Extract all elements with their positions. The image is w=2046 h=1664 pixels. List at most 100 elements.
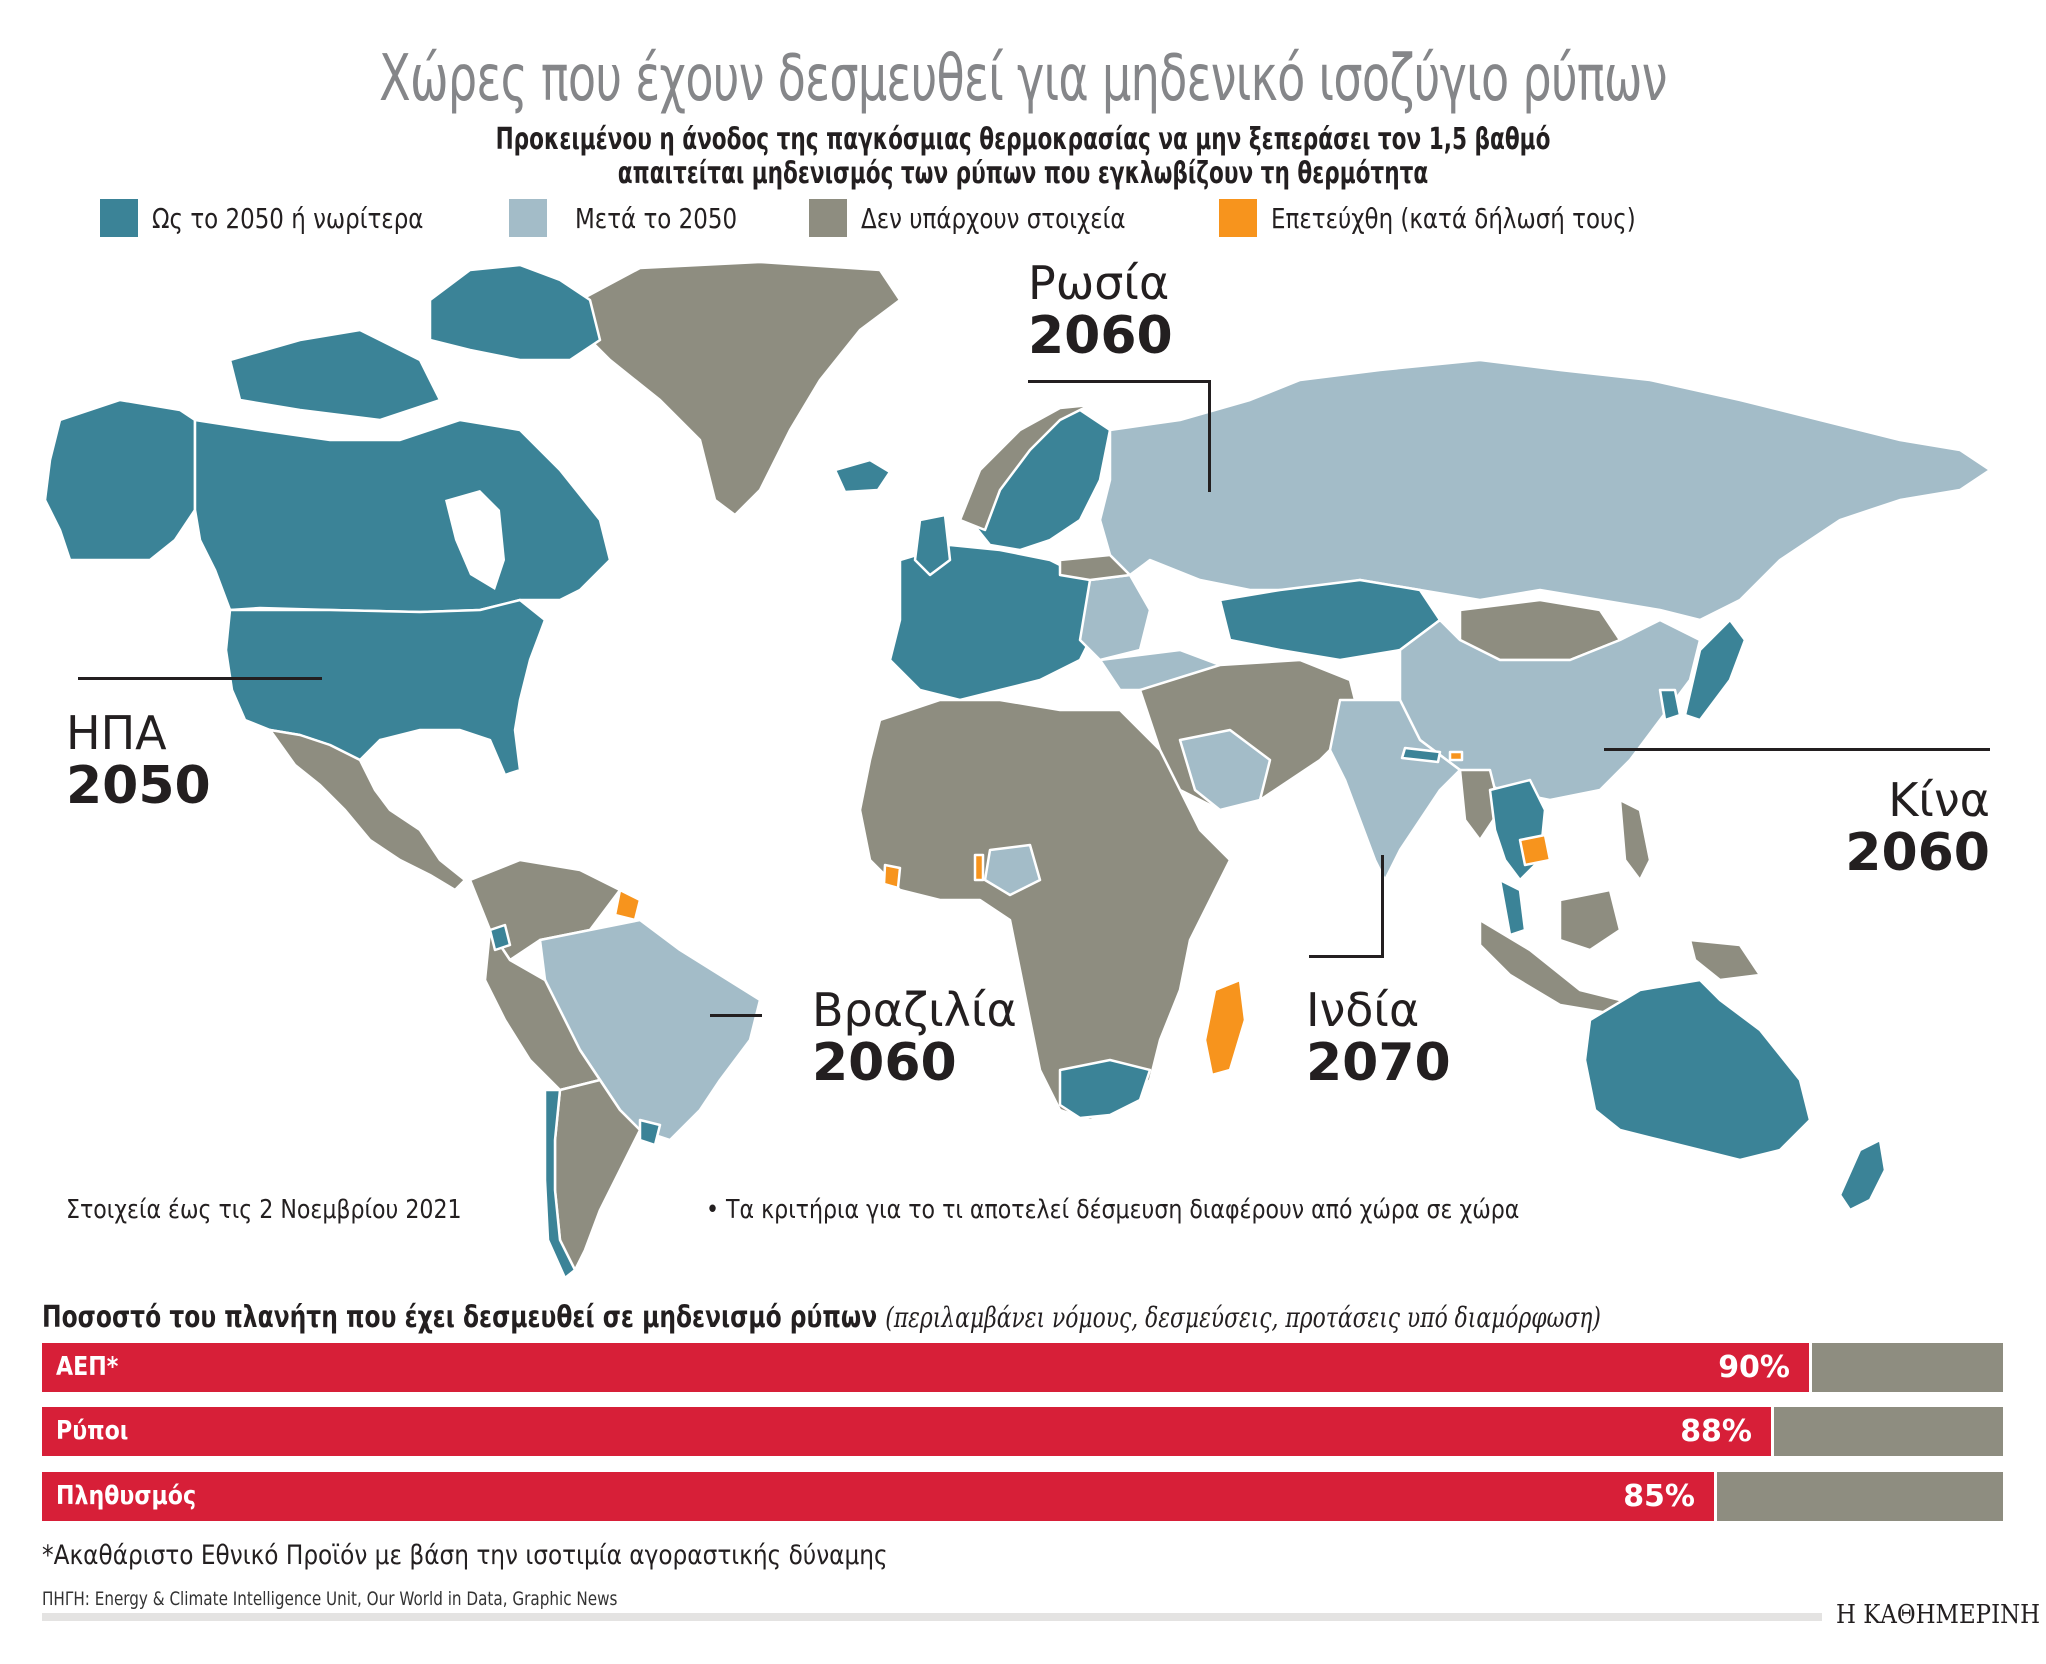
data-date-note: Στοιχεία έως τις 2 Νοεμβρίου 2021 — [66, 1195, 462, 1225]
russia — [1098, 358, 1992, 622]
india-leader-line-v — [1381, 855, 1384, 957]
malaysia — [1498, 878, 1527, 937]
mexico — [268, 728, 467, 892]
source: ΠΗΓΗ: Energy & Climate Intelligence Unit… — [42, 1588, 618, 1610]
bar-value: 85% — [1623, 1479, 1695, 1514]
legend-label: Δεν υπάρχουν στοιχεία — [860, 201, 1126, 235]
usa-leader-line — [78, 677, 322, 680]
subtitle-line-1: Προκειμένου η άνοδος της παγκόσμιας θερμ… — [495, 122, 1551, 157]
legend-swatch-gray — [808, 199, 847, 237]
label-russia-name: Ρωσία — [1028, 256, 1170, 310]
label-usa-name: ΗΠΑ — [66, 706, 167, 760]
label-india: Ινδία 2070 — [1306, 985, 1451, 1091]
belarus-ukraine — [1058, 553, 1132, 582]
bar-fill — [42, 1407, 1771, 1456]
brazil-leader-line — [710, 1014, 762, 1017]
bar-fill — [42, 1343, 1809, 1392]
myanmar — [1458, 768, 1502, 842]
png — [1688, 938, 1762, 982]
canada-arctic — [428, 263, 602, 362]
saudi-arabia — [1178, 728, 1272, 812]
liberia — [882, 863, 902, 890]
ecuador — [488, 923, 512, 952]
footer-rule — [42, 1613, 1822, 1621]
eastern-europe — [1078, 573, 1152, 662]
bar-row-gdp: ΑΕΠ* 90% — [42, 1343, 2003, 1392]
page-title: Χώρες που έχουν δεσμευθεί για μηδενικό ι… — [379, 42, 1667, 116]
borneo — [1558, 888, 1622, 952]
label-china-name: Κίνα — [1888, 773, 1990, 827]
japan — [1683, 618, 1747, 722]
benin — [973, 853, 985, 882]
bar-label: ΑΕΠ* — [56, 1352, 119, 1382]
chile — [543, 1088, 577, 1280]
label-usa-year: 2050 — [66, 756, 211, 816]
bar-rest — [1717, 1472, 2003, 1521]
canada — [193, 418, 612, 614]
guyana — [613, 888, 642, 922]
bar-row-emissions: Ρύποι 88% — [42, 1407, 2003, 1456]
label-russia: Ρωσία 2060 — [1028, 258, 1173, 364]
legend-item-by-2050: Ως το 2050 ή νωρίτερα — [100, 199, 483, 237]
india — [1328, 698, 1462, 882]
russia-leader-line-h — [1028, 380, 1210, 383]
india-leader-line-h — [1309, 955, 1384, 958]
legend-label: Ως το 2050 ή νωρίτερα — [152, 201, 424, 235]
western-europe — [888, 543, 1102, 702]
bar-rest — [1774, 1407, 2003, 1456]
label-russia-year: 2060 — [1028, 306, 1173, 366]
brand-logo: Η ΚΑΘΗΜΕΡΙΝΗ — [1836, 1600, 2041, 1630]
south-africa — [1058, 1058, 1152, 1120]
legend-swatch-orange — [1219, 199, 1258, 237]
legend: Ως το 2050 ή νωρίτερα Μετά το 2050 Δεν υ… — [100, 198, 1752, 238]
label-china: Κίνα 2060 — [1780, 775, 1990, 881]
criteria-note: • Τα κριτήρια για το τι αποτελεί δέσμευσ… — [706, 1195, 1520, 1225]
bar-rest — [1812, 1343, 2003, 1392]
nepal — [1400, 746, 1442, 764]
label-usa: ΗΠΑ 2050 — [66, 708, 211, 814]
new-zealand — [1838, 1138, 1887, 1212]
russia-leader-line-v — [1208, 380, 1211, 492]
legend-item-after-2050: Μετά το 2050 — [508, 199, 773, 237]
legend-item-achieved: Επετεύχθη (κατά δήλωσή τους) — [1219, 199, 1716, 237]
australia — [1583, 978, 1812, 1162]
label-brazil-year: 2060 — [812, 1033, 957, 1093]
uruguay — [638, 1118, 662, 1147]
bars-title-main: Ποσοστό του πλανήτη που έχει δεσμευθεί σ… — [42, 1300, 878, 1335]
label-india-year: 2070 — [1306, 1033, 1451, 1093]
philippines — [1618, 798, 1652, 882]
subtitle-line-2: απαιτείται μηδενισμός των ρύπων που εγκλ… — [617, 156, 1429, 191]
alaska — [43, 398, 197, 562]
label-brazil: Βραζιλία 2060 — [812, 985, 1017, 1091]
label-china-year: 2060 — [1845, 823, 1990, 883]
nigeria — [983, 843, 1042, 897]
legend-label: Μετά το 2050 — [574, 201, 738, 235]
bar-value: 90% — [1718, 1350, 1790, 1385]
bar-fill — [42, 1472, 1714, 1521]
bar-value: 88% — [1680, 1414, 1752, 1449]
uk — [913, 513, 952, 577]
china-leader-line — [1604, 748, 1990, 751]
bar-row-population: Πληθυσμός 85% — [42, 1472, 2003, 1521]
label-india-name: Ινδία — [1306, 983, 1420, 1037]
greenland — [578, 260, 902, 517]
iceland — [833, 458, 892, 494]
bhutan — [1448, 750, 1464, 762]
label-brazil-name: Βραζιλία — [812, 983, 1017, 1037]
footnote: *Ακαθάριστο Εθνικό Προϊόν με βάση την ισ… — [42, 1540, 888, 1571]
bar-label: Ρύποι — [56, 1416, 129, 1446]
korea — [1658, 688, 1682, 722]
legend-item-no-data: Δεν υπάρχουν στοιχεία — [808, 199, 1184, 237]
usa — [224, 598, 547, 777]
bars-title-note: (περιλαμβάνει νόμους, δεσμεύσεις, προτάσ… — [885, 1301, 1601, 1334]
legend-swatch-teal — [100, 199, 138, 237]
cambodia — [1518, 833, 1552, 867]
bar-label: Πληθυσμός — [56, 1481, 197, 1511]
madagascar — [1203, 978, 1247, 1077]
world-map — [43, 260, 1992, 1280]
legend-swatch-light-blue — [508, 199, 547, 237]
thailand-vietnam — [1488, 778, 1547, 882]
bars-title: Ποσοστό του πλανήτη που έχει δεσμευθεί σ… — [42, 1300, 1601, 1335]
norway — [958, 403, 1092, 532]
legend-label: Επετεύχθη (κατά δήλωσή τους) — [1271, 201, 1636, 235]
